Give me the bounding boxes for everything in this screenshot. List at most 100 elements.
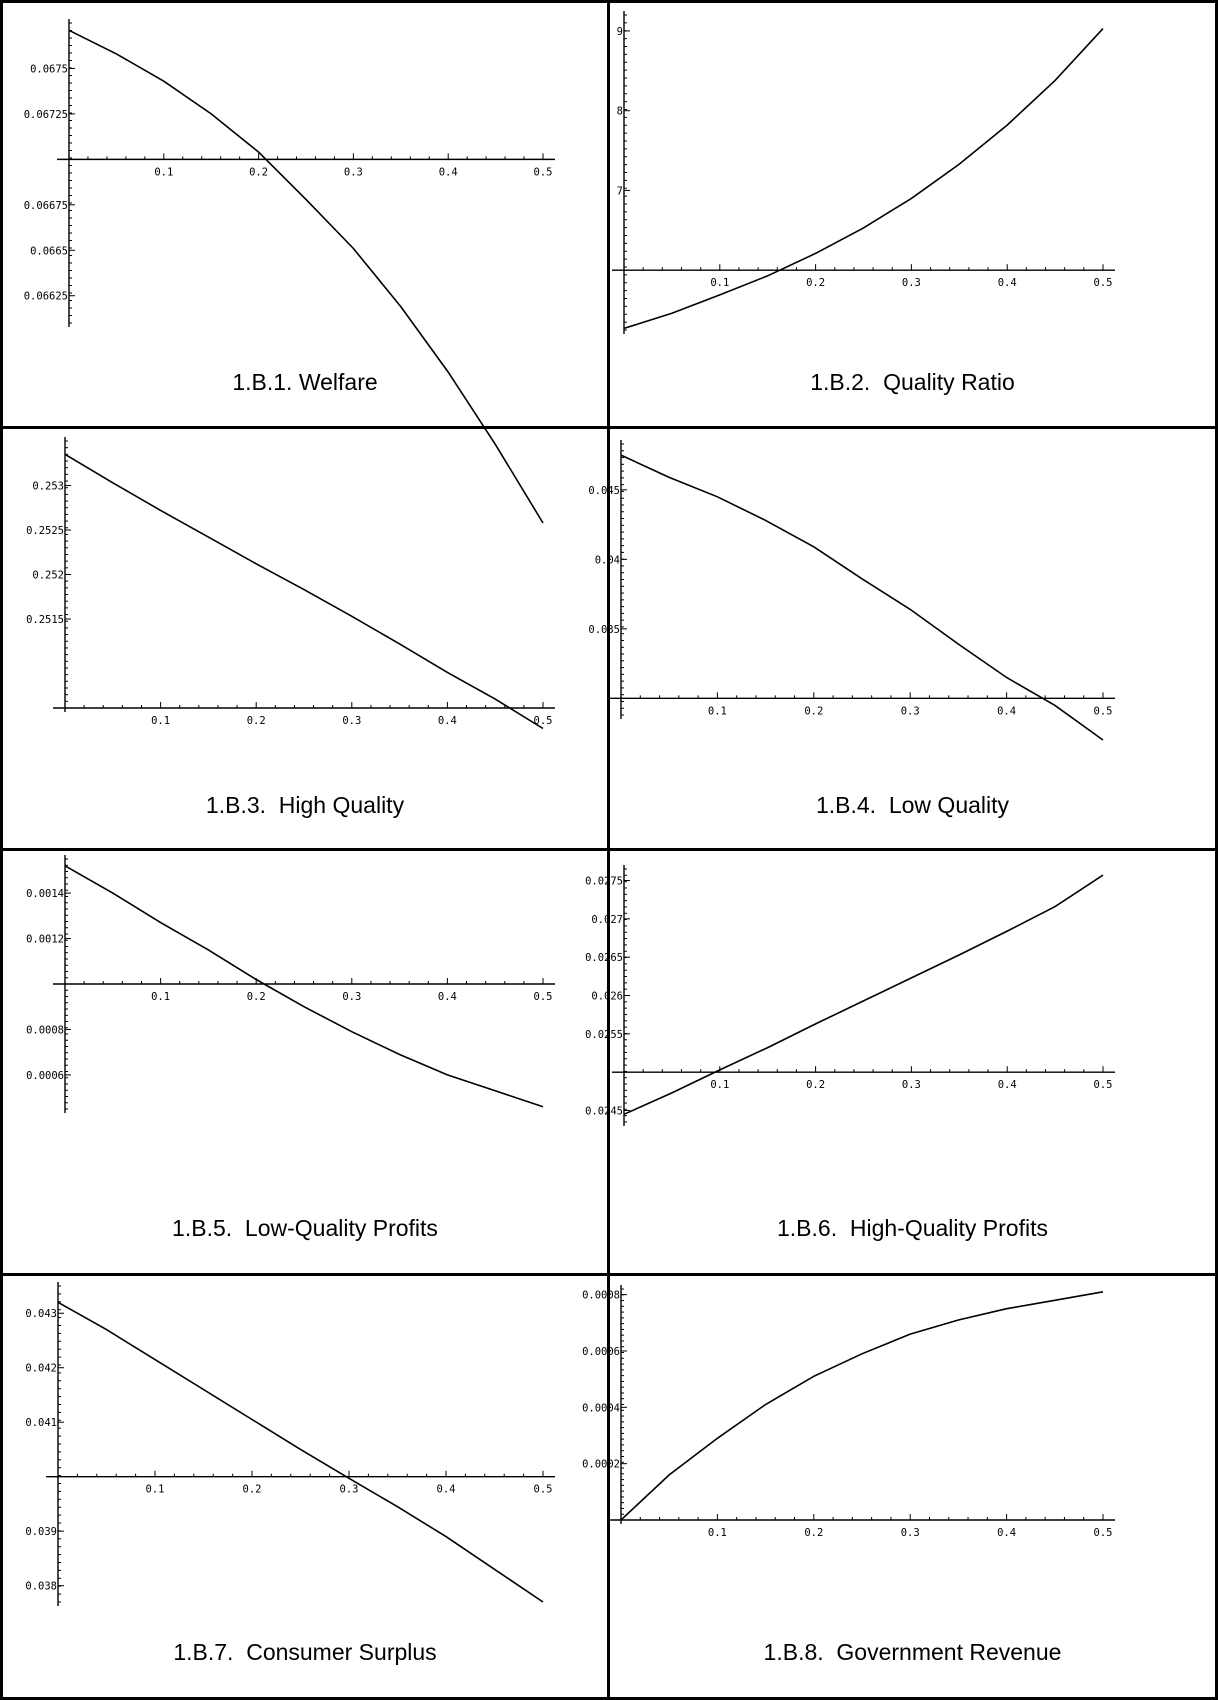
x-tick-label: 0.5 (1094, 1527, 1113, 1539)
consumer-surplus-caption: 1.B.7. Consumer Surplus (173, 1639, 437, 1665)
y-tick-label: 0.252 (32, 570, 64, 582)
x-tick-label: 0.4 (438, 991, 457, 1003)
panel-low-quality-profits: 0.1 0.2 0.3 0.4 0.5 0.0014 0.0012 0.0008 0.0006 … (3, 851, 607, 1273)
x-tick-label: 0.4 (998, 1079, 1017, 1091)
government-revenue-caption: 1.B.8. Government Revenue (763, 1639, 1062, 1665)
series-line (68, 29, 544, 524)
y-tick-label: 0.0008 (26, 1024, 64, 1036)
x-tick-label: 0.4 (438, 715, 457, 727)
government-revenue-chart: 0.1 0.2 0.3 0.4 0.5 0.0008 0.0006 0.0004 0.0002 (582, 1285, 1115, 1539)
y-tick-label: 9 (617, 26, 623, 38)
y-tick-label: 7 (617, 185, 623, 197)
x-tick-label: 0.5 (1094, 277, 1113, 289)
series-line (620, 1291, 1104, 1521)
panel-low-quality: 0.1 0.2 0.3 0.4 0.5 0.045 0.04 0.035 1.B.4. Low… (588, 429, 1215, 848)
frame-row-divider-3 (0, 1273, 1218, 1276)
x-tick-label: 0.4 (439, 166, 458, 178)
x-tick-label: 0.1 (146, 1484, 165, 1496)
x-tick-label: 0.1 (151, 991, 170, 1003)
y-tick-label: 0.0002 (582, 1459, 620, 1471)
panel-high-quality-profits: 0.1 0.2 0.3 0.4 0.5 0.0275 0.027 0.0265 0.026 0.0… (585, 851, 1215, 1273)
consumer-surplus-chart: 0.1 0.2 0.3 0.4 0.5 0.043 0.042 0.041 0.039 0.038 (25, 1282, 555, 1606)
x-tick-label: 0.1 (710, 277, 729, 289)
y-tick-label: 0.045 (588, 485, 620, 497)
x-tick-label: 0.3 (342, 715, 361, 727)
x-tick-label: 0.4 (437, 1484, 456, 1496)
x-tick-label: 0.2 (243, 1484, 262, 1496)
frame-row-divider-1 (0, 426, 1218, 429)
x-tick-label: 0.2 (806, 277, 825, 289)
welfare-caption: 1.B.1. Welfare (232, 369, 378, 395)
x-tick-label: 0.2 (247, 991, 266, 1003)
x-tick-label: 0.4 (997, 1527, 1016, 1539)
x-tick-label: 0.2 (249, 166, 268, 178)
series-line (57, 1301, 544, 1603)
y-tick-label: 0.0012 (26, 934, 64, 946)
high-quality-chart: 0.1 0.2 0.3 0.4 0.5 0.253 0.2525 0.252 0.2515 (26, 437, 555, 730)
panel-consumer-surplus: 0.1 0.2 0.3 0.4 0.5 0.043 0.042 0.041 0.039 0.038… (3, 1276, 607, 1697)
x-tick-label: 0.3 (901, 705, 920, 717)
x-tick-label: 0.3 (902, 1079, 921, 1091)
quality-ratio-caption: 1.B.2. Quality Ratio (810, 369, 1015, 395)
series-line (64, 865, 544, 1108)
y-tick-label: 0.041 (25, 1417, 57, 1429)
series-line (623, 28, 1104, 330)
x-tick-label: 0.3 (344, 166, 363, 178)
y-tick-label: 0.06675 (24, 200, 68, 212)
frame-row-divider-2 (0, 848, 1218, 851)
y-tick-label: 0.0275 (585, 876, 623, 888)
y-tick-label: 0.039 (25, 1526, 57, 1538)
y-tick-label: 0.0665 (30, 245, 68, 257)
x-tick-label: 0.3 (902, 277, 921, 289)
panel-quality-ratio: 0.1 0.2 0.3 0.4 0.5 7 8 9 1.B.2. Quality Ratio (610, 3, 1215, 426)
low-quality-caption: 1.B.4. Low Quality (815, 792, 1010, 818)
x-tick-label: 0.5 (1094, 705, 1113, 717)
series-line (620, 454, 1104, 741)
x-tick-label: 0.5 (534, 1484, 553, 1496)
x-tick-label: 0.1 (708, 1527, 727, 1539)
y-tick-label: 0.043 (25, 1308, 57, 1320)
y-tick-label: 0.2515 (26, 614, 64, 626)
welfare-chart: 0.1 0.2 0.3 0.4 0.5 0.0675 0.06725 0.06675 0.066… (24, 19, 555, 524)
x-tick-label: 0.3 (340, 1484, 359, 1496)
y-tick-label: 0.038 (25, 1581, 57, 1593)
x-tick-label: 0.4 (998, 277, 1017, 289)
y-tick-label: 0.0014 (26, 888, 64, 900)
y-tick-label: 0.253 (32, 481, 64, 493)
y-tick-label: 0.0245 (585, 1106, 623, 1118)
y-tick-label: 0.0008 (582, 1290, 620, 1302)
high-quality-caption: 1.B.3. High Quality (205, 792, 405, 818)
y-tick-label: 0.0006 (26, 1070, 64, 1082)
x-tick-label: 0.5 (534, 166, 553, 178)
high-quality-profits-caption: 1.B.6. High-Quality Profits (777, 1215, 1048, 1241)
y-tick-label: 0.04 (595, 554, 620, 566)
panel-government-revenue: 0.1 0.2 0.3 0.4 0.5 0.0008 0.0006 0.0004 0.0002 … (582, 1276, 1215, 1697)
x-tick-label: 0.4 (997, 705, 1016, 717)
y-tick-label: 0.026 (591, 991, 623, 1003)
y-tick-label: 0.0004 (582, 1402, 620, 1414)
x-tick-label: 0.2 (804, 1527, 823, 1539)
x-tick-label: 0.1 (708, 705, 727, 717)
x-tick-label: 0.5 (534, 715, 553, 727)
y-tick-label: 0.0675 (30, 63, 68, 75)
y-tick-label: 0.06625 (24, 291, 68, 303)
x-tick-label: 0.1 (154, 166, 173, 178)
series-line (623, 874, 1104, 1116)
y-tick-label: 0.035 (588, 624, 620, 636)
quality-ratio-chart: 0.1 0.2 0.3 0.4 0.5 7 8 9 (612, 11, 1115, 334)
y-tick-label: 0.027 (591, 914, 623, 926)
x-tick-label: 0.2 (247, 715, 266, 727)
high-quality-profits-chart: 0.1 0.2 0.3 0.4 0.5 0.0275 0.027 0.0265 0.026 0.0… (585, 865, 1115, 1126)
x-tick-label: 0.1 (151, 715, 170, 727)
y-tick-label: 0.0265 (585, 952, 623, 964)
low-quality-profits-caption: 1.B.5. Low-Quality Profits (172, 1215, 438, 1241)
low-quality-profits-chart: 0.1 0.2 0.3 0.4 0.5 0.0014 0.0012 0.0008 0.0006 (26, 855, 555, 1113)
panel-high-quality: 0.1 0.2 0.3 0.4 0.5 0.253 0.2525 0.252 0.2515 1.… (3, 429, 607, 848)
x-tick-label: 0.3 (901, 1527, 920, 1539)
panel-welfare: 0.1 0.2 0.3 0.4 0.5 0.0675 0.06725 0.06675 0.066… (3, 3, 607, 524)
x-tick-label: 0.1 (710, 1079, 729, 1091)
low-quality-chart: 0.1 0.2 0.3 0.4 0.5 0.045 0.04 0.035 (588, 440, 1115, 741)
y-tick-label: 0.0006 (582, 1346, 620, 1358)
y-tick-label: 8 (617, 106, 623, 118)
